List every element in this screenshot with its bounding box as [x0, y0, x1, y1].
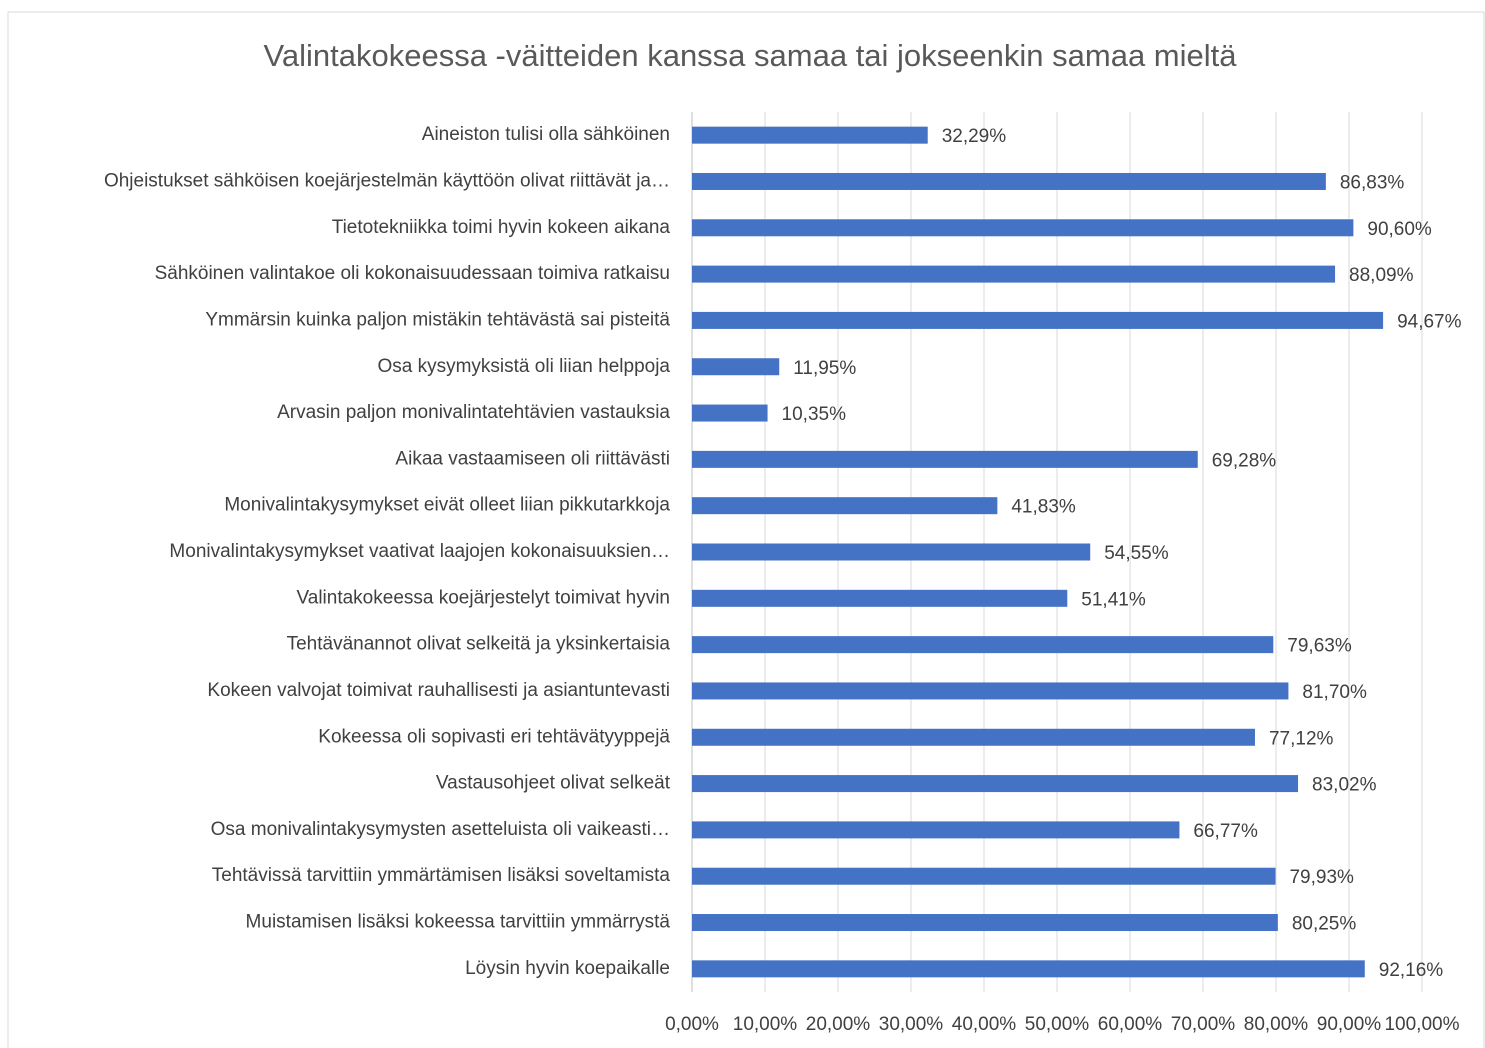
value-label: 10,35% [782, 404, 847, 425]
bar [692, 265, 1336, 283]
y-tick-label: Aineiston tulisi olla sähköinen [422, 124, 670, 145]
chart-title: Valintakokeessa -väitteiden kanssa samaa… [264, 38, 1238, 73]
y-tick-label: Ohjeistukset sähköisen koejärjestelmän k… [104, 170, 670, 191]
bar [692, 172, 1326, 190]
value-label: 83,02% [1312, 775, 1377, 796]
y-tick-label: Sähköinen valintakoe oli kokonaisuudessa… [155, 263, 670, 284]
bar [692, 589, 1068, 607]
bar [692, 219, 1354, 237]
value-label: 79,93% [1289, 867, 1354, 888]
bar [692, 728, 1255, 746]
bar [692, 497, 998, 515]
value-label: 69,28% [1212, 450, 1277, 471]
y-tick-label: Aikaa vastaamiseen oli riittävästi [395, 448, 670, 469]
y-tick-label: Löysin hyvin koepaikalle [465, 958, 670, 979]
value-label: 54,55% [1104, 543, 1169, 564]
y-tick-label: Valintakokeessa koejärjestelyt toimivat … [297, 587, 671, 608]
x-tick-label: 10,00% [733, 1014, 798, 1035]
value-label: 11,95% [793, 358, 856, 379]
bar [692, 543, 1091, 561]
y-tick-label: Tehtävissä tarvittiin ymmärtämisen lisäk… [212, 865, 671, 886]
x-tick-label: 30,00% [879, 1014, 944, 1035]
value-label: 32,29% [942, 126, 1007, 147]
bar [692, 960, 1365, 978]
bar [692, 914, 1278, 932]
value-label: 80,25% [1292, 914, 1357, 935]
y-tick-label: Tietotekniikka toimi hyvin kokeen aikana [332, 217, 671, 238]
x-tick-label: 0,00% [665, 1014, 719, 1035]
y-tick-label: Kokeessa oli sopivasti eri tehtävätyyppe… [318, 726, 670, 747]
bar [692, 358, 780, 376]
x-tick-label: 80,00% [1244, 1014, 1309, 1035]
bar [692, 311, 1384, 329]
y-tick-label: Kokeen valvojat toimivat rauhallisesti j… [207, 680, 670, 701]
x-tick-label: 20,00% [806, 1014, 871, 1035]
x-tick-label: 70,00% [1171, 1014, 1236, 1035]
value-label: 86,83% [1340, 172, 1405, 193]
y-tick-label: Osa monivalintakysymysten asetteluista o… [211, 819, 670, 840]
y-tick-label: Ymmärsin kuinka paljon mistäkin tehtäväs… [205, 309, 670, 330]
chart-frame [7, 11, 1485, 1048]
bar [692, 682, 1289, 700]
bar [692, 867, 1276, 885]
y-tick-label: Monivalintakysymykset vaativat laajojen … [169, 541, 670, 562]
value-label: 77,12% [1269, 728, 1334, 749]
value-label: 88,09% [1349, 265, 1414, 286]
value-label: 41,83% [1011, 497, 1076, 518]
value-label: 81,70% [1302, 682, 1367, 703]
y-tick-label: Vastausohjeet olivat selkeät [436, 773, 671, 794]
value-label: 92,16% [1379, 960, 1444, 981]
x-tick-label: 90,00% [1317, 1014, 1382, 1035]
bar [692, 775, 1299, 793]
value-label: 66,77% [1193, 821, 1258, 842]
value-label: 79,63% [1287, 636, 1352, 657]
y-tick-label: Muistamisen lisäksi kokeessa tarvittiin … [246, 912, 671, 933]
bar [692, 636, 1274, 654]
y-tick-label: Osa kysymyksistä oli liian helppoja [377, 356, 670, 377]
y-tick-label: Tehtävänannot olivat selkeitä ja yksinke… [287, 634, 671, 655]
x-tick-label: 40,00% [952, 1014, 1017, 1035]
value-label: 90,60% [1367, 219, 1432, 240]
bar [692, 404, 768, 422]
bar [692, 821, 1180, 839]
y-tick-label: Arvasin paljon monivalintatehtävien vast… [277, 402, 670, 423]
x-tick-label: 50,00% [1025, 1014, 1090, 1035]
value-label: 51,41% [1081, 589, 1146, 610]
x-tick-label: 60,00% [1098, 1014, 1163, 1035]
x-tick-label: 100,00% [1384, 1014, 1459, 1035]
bar [692, 126, 928, 144]
y-tick-label: Monivalintakysymykset eivät olleet liian… [224, 495, 670, 516]
value-label: 94,67% [1397, 311, 1462, 332]
bar [692, 450, 1198, 468]
